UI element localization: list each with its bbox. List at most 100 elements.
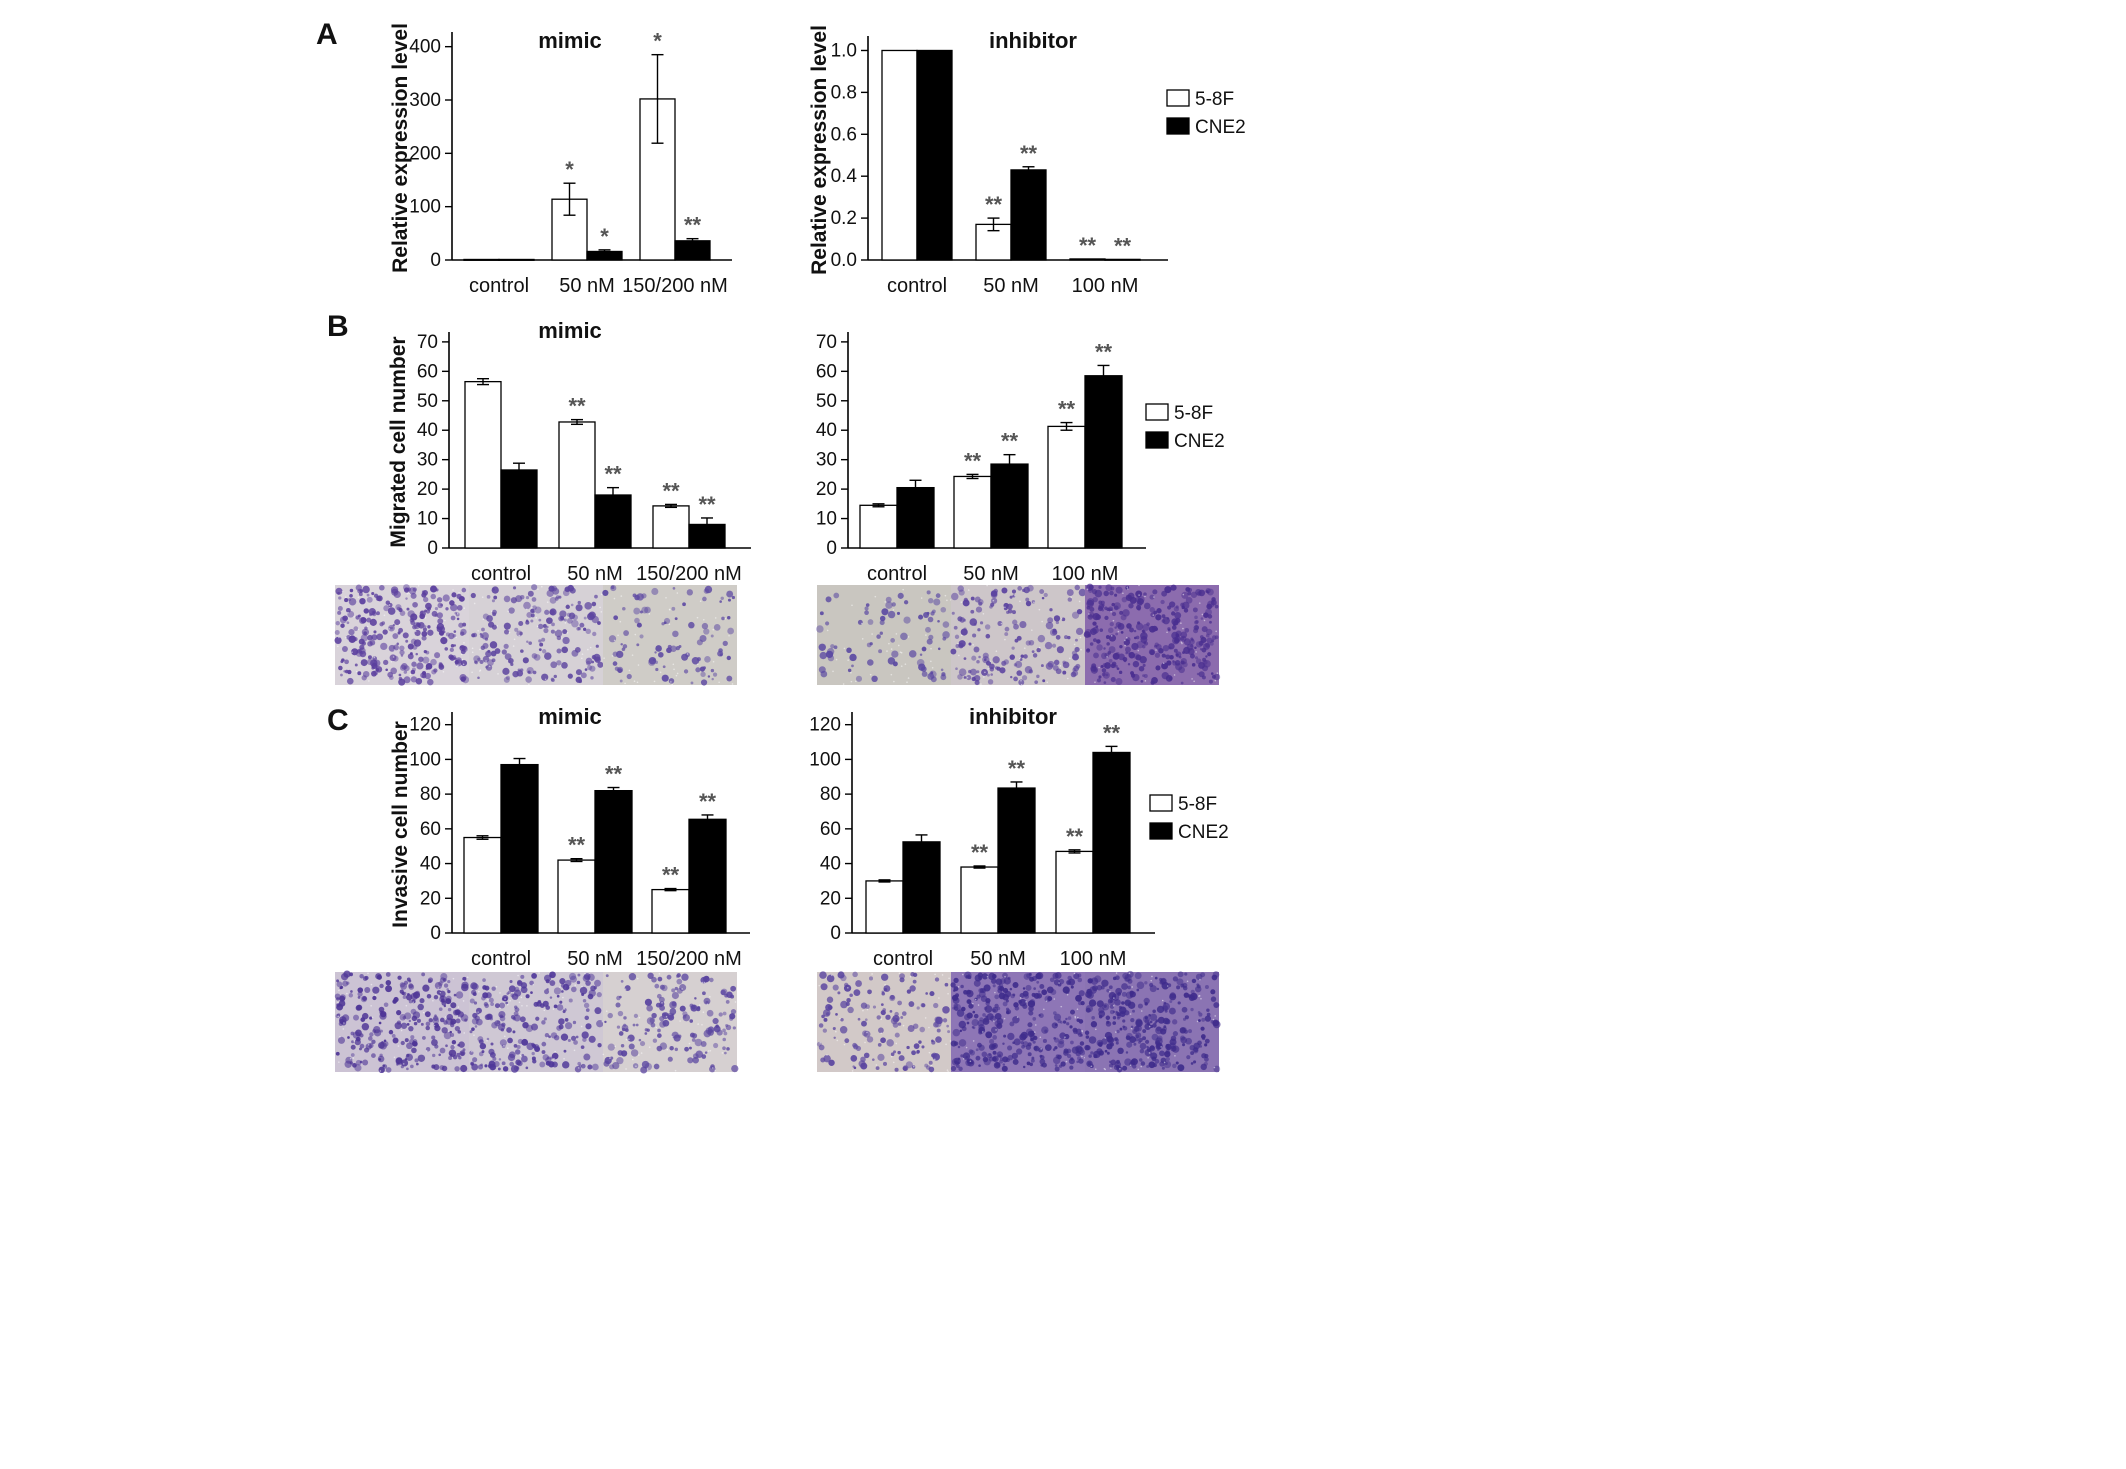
pore bbox=[697, 1023, 699, 1025]
stained-cell bbox=[514, 1049, 521, 1055]
stained-cell bbox=[1027, 1022, 1033, 1028]
stained-cell bbox=[1099, 628, 1104, 632]
pore bbox=[1073, 972, 1076, 975]
pore bbox=[890, 673, 893, 676]
stained-cell bbox=[425, 1021, 431, 1027]
stained-cell bbox=[1038, 1013, 1044, 1018]
stained-cell bbox=[950, 648, 957, 655]
stained-cell bbox=[937, 647, 941, 651]
stained-cell bbox=[1006, 1010, 1010, 1015]
bar-CNE2 bbox=[916, 49, 953, 261]
stained-cell bbox=[699, 635, 707, 643]
pore bbox=[405, 1004, 408, 1007]
pore bbox=[1074, 1016, 1077, 1019]
stained-cell bbox=[1171, 631, 1179, 640]
pore bbox=[941, 974, 944, 976]
stained-cell bbox=[426, 993, 432, 999]
stained-cell bbox=[1104, 606, 1108, 611]
stained-cell bbox=[518, 620, 524, 626]
pore bbox=[707, 1050, 710, 1052]
stained-cell bbox=[832, 984, 839, 991]
stained-cell bbox=[828, 1059, 835, 1066]
pore bbox=[734, 1001, 737, 1003]
bar-CNE2 bbox=[688, 818, 727, 934]
pore bbox=[703, 981, 706, 984]
stained-cell bbox=[1052, 972, 1059, 980]
stained-cell bbox=[477, 676, 480, 680]
pore bbox=[397, 1045, 400, 1047]
stained-cell bbox=[1205, 633, 1210, 638]
stained-cell bbox=[402, 632, 409, 639]
stained-cell bbox=[699, 666, 706, 672]
stained-cell bbox=[399, 664, 407, 671]
stained-cell bbox=[729, 1013, 736, 1020]
stained-cell bbox=[514, 986, 520, 992]
stained-cell bbox=[1075, 627, 1084, 636]
pore bbox=[600, 593, 603, 596]
stained-cell bbox=[580, 672, 587, 679]
pore bbox=[353, 1040, 356, 1042]
pore bbox=[546, 1037, 549, 1039]
stained-cell bbox=[1149, 594, 1155, 600]
pore bbox=[830, 974, 833, 977]
stained-cell bbox=[926, 638, 933, 645]
stained-cell bbox=[1071, 650, 1078, 656]
stained-cell bbox=[1090, 1051, 1094, 1055]
stained-cell bbox=[636, 593, 644, 601]
y-axis-label: Migrated cell number bbox=[387, 336, 410, 547]
stained-cell bbox=[1178, 655, 1182, 659]
stained-cell bbox=[454, 1025, 461, 1032]
stained-cell bbox=[1125, 1051, 1129, 1054]
stained-cell bbox=[1013, 663, 1018, 667]
stained-cell bbox=[1184, 972, 1188, 976]
stained-cell bbox=[400, 1040, 405, 1046]
stained-cell bbox=[450, 603, 458, 612]
stained-cell bbox=[348, 635, 356, 643]
stained-cell bbox=[671, 606, 676, 611]
stained-cell bbox=[891, 650, 899, 658]
pore bbox=[674, 1069, 677, 1072]
pore bbox=[512, 645, 515, 647]
stained-cell bbox=[820, 670, 828, 678]
stained-cell bbox=[351, 1040, 355, 1044]
stained-cell bbox=[1140, 636, 1148, 644]
stained-cell bbox=[1026, 1061, 1031, 1066]
stained-cell bbox=[434, 1044, 439, 1049]
pore bbox=[933, 1058, 936, 1061]
stained-cell bbox=[538, 618, 542, 622]
stained-cell bbox=[594, 979, 601, 987]
pore bbox=[481, 596, 484, 598]
stained-cell bbox=[376, 633, 384, 641]
pore bbox=[637, 1054, 640, 1056]
pore bbox=[895, 633, 898, 635]
pore bbox=[466, 976, 469, 978]
stained-cell bbox=[548, 1035, 551, 1039]
stained-cell bbox=[576, 980, 581, 985]
significance-marker: ** bbox=[662, 478, 680, 503]
pore bbox=[518, 634, 521, 637]
stained-cell bbox=[1093, 652, 1099, 659]
stained-cell bbox=[522, 1021, 529, 1029]
stained-cell bbox=[532, 605, 537, 611]
stained-cell bbox=[577, 600, 581, 605]
pore bbox=[880, 1018, 883, 1020]
stained-cell bbox=[1077, 977, 1083, 983]
stained-cell bbox=[899, 973, 905, 980]
stained-cell bbox=[957, 585, 964, 592]
stained-cell bbox=[471, 1017, 479, 1025]
pore bbox=[907, 636, 910, 638]
stained-cell bbox=[419, 998, 425, 1004]
pore bbox=[417, 584, 420, 587]
pore bbox=[1086, 588, 1089, 591]
significance-marker: ** bbox=[605, 762, 623, 787]
stained-cell bbox=[706, 1009, 714, 1017]
stained-cell bbox=[434, 981, 443, 990]
stained-cell bbox=[727, 598, 731, 602]
pore bbox=[535, 617, 538, 619]
pore bbox=[1138, 594, 1140, 596]
stained-cell bbox=[1108, 634, 1117, 642]
pore bbox=[874, 595, 877, 598]
stained-cell bbox=[610, 585, 617, 592]
stained-cell bbox=[877, 1043, 882, 1047]
stained-cell bbox=[1120, 631, 1124, 634]
